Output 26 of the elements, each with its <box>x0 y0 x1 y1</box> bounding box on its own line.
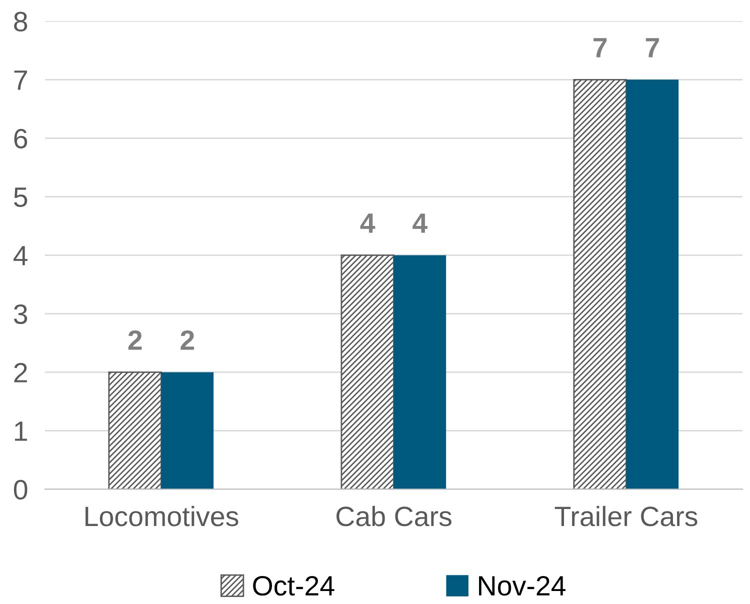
bar <box>108 372 162 490</box>
y-tick-label: 7 <box>14 70 27 90</box>
data-label: 4 <box>412 214 428 233</box>
y-tick-label: 6 <box>14 128 28 149</box>
y-tick-label: 5 <box>14 188 28 208</box>
y-tick-label: 2 <box>14 362 27 382</box>
legend-label: Nov-24 <box>479 576 566 596</box>
data-label: 2 <box>180 330 194 350</box>
bar <box>394 255 446 490</box>
data-label: 7 <box>594 38 607 58</box>
bar <box>161 372 214 490</box>
y-tick-label: 8 <box>14 12 28 32</box>
y-tick-label: 0 <box>14 480 28 500</box>
y-tick-label: 4 <box>14 246 28 266</box>
bar <box>573 78 627 490</box>
data-label: 7 <box>646 38 659 58</box>
x-tick-label: Trailer Cars <box>554 506 698 526</box>
bar <box>340 254 394 490</box>
y-tick-label: 3 <box>14 304 28 324</box>
x-tick-label: Locomotives <box>86 506 238 526</box>
y-tick-label: 1 <box>15 422 27 441</box>
data-label: 4 <box>360 214 376 233</box>
data-label: 2 <box>128 330 142 350</box>
bar <box>626 80 679 490</box>
legend-label: Oct-24 <box>253 576 334 596</box>
x-tick-label: Cab Cars <box>336 506 452 526</box>
